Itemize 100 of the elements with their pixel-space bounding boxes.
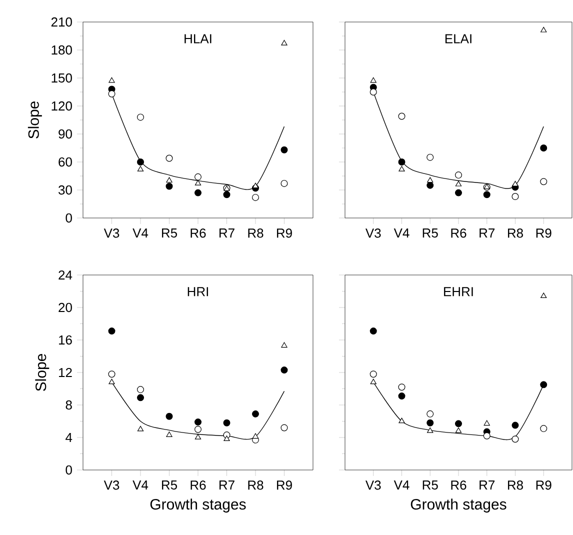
point [398,384,406,391]
point [370,77,376,83]
point [483,432,490,440]
y-tick-label: 12 [59,368,72,378]
point [512,422,519,429]
y-tick-label: 20 [58,302,72,312]
x-tick-label: V3 [104,228,120,238]
point [426,419,434,426]
point [281,40,288,46]
text: EHRI [444,287,473,296]
point [370,378,376,384]
point [454,172,462,179]
x-tick-label: R6 [190,480,206,490]
point [484,420,490,426]
point [427,177,434,183]
point [194,418,202,426]
x-tick-label: R7 [220,228,234,238]
text: HLAI [184,34,212,44]
y-tick-label: 16 [59,335,72,345]
point [166,182,173,190]
point [398,112,406,120]
point [252,182,259,188]
x-tick-label: R8 [508,480,523,490]
point [194,434,202,440]
point [426,182,434,189]
point [370,88,377,96]
point [540,26,547,32]
point [194,173,202,180]
x-tick-label: R6 [451,228,466,238]
y-tick-label: 30 [58,185,72,195]
point [426,410,434,418]
point [454,189,462,196]
point [137,386,144,394]
y-tick-label: 120 [52,101,72,111]
y-tick-label: 210 [51,17,72,27]
point [512,436,519,443]
point [370,370,377,378]
point [166,412,173,420]
x-tick-label: R9 [536,228,552,238]
point [540,381,548,388]
point [223,191,230,198]
x-axis-title: Growth stages [150,498,246,513]
point [398,166,405,172]
point [455,180,462,186]
point [398,418,405,424]
point [137,426,144,432]
y-tick-label: 8 [66,400,72,410]
point [224,436,230,442]
x-tick-label: V3 [365,480,381,490]
x-tick-label: R8 [248,228,264,238]
point [137,166,144,172]
x-tick-label: R6 [451,480,466,490]
x-tick-label: R6 [190,228,206,238]
point [483,191,490,198]
y-tick-label: 0 [66,213,72,223]
point [426,154,434,161]
point [137,114,144,121]
x-tick-label: R5 [162,480,178,490]
x-tick-label: R5 [162,228,178,238]
point [280,180,288,187]
x-tick-label: R7 [220,480,234,490]
point [252,410,259,418]
point [252,194,259,201]
point [108,77,115,83]
point [512,193,519,200]
x-tick-label: V4 [394,480,410,490]
x-tick-label: R8 [508,228,523,238]
point [194,189,202,196]
x-tick-label: R9 [277,480,292,490]
point [281,342,288,348]
x-tick-label: R5 [422,480,438,490]
y-tick-label: 180 [52,45,72,55]
y-tick-label: 24 [58,270,72,280]
x-tick-label: R9 [536,480,552,490]
x-tick-label: V3 [104,480,120,490]
point [512,180,518,186]
point [540,178,548,186]
point [427,427,434,433]
point [370,328,377,335]
y-axis-title: Slope [35,354,50,391]
x-tick-label: R7 [480,480,495,490]
point [280,146,288,154]
point [454,420,462,428]
point [137,158,144,166]
point [252,433,259,439]
point [540,425,548,432]
point [166,177,172,183]
x-tick-label: R7 [480,228,495,238]
point [540,292,547,298]
y-tick-label: 150 [52,73,72,83]
y-tick-label: 0 [66,465,72,475]
x-tick-label: V4 [394,228,410,238]
x-tick-label: R9 [277,228,292,238]
point [398,392,406,400]
y-axis-title: Slope [28,101,42,138]
point [540,144,548,152]
point [108,90,116,98]
point [280,366,288,374]
point [280,424,288,432]
point [108,370,116,378]
